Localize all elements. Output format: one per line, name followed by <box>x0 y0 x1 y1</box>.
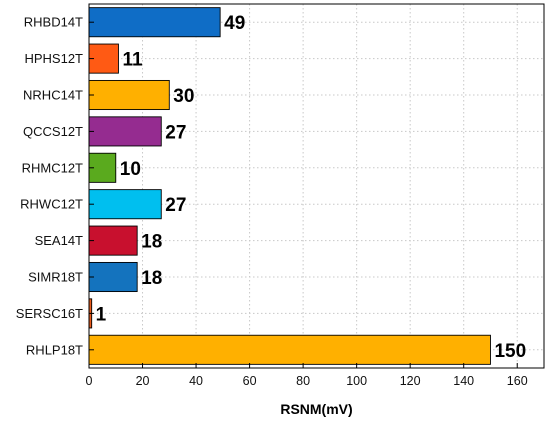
x-tick-label: 100 <box>346 374 367 388</box>
x-tick-label: 60 <box>243 374 257 388</box>
y-tick-label: SERSC16T <box>16 306 83 321</box>
x-axis-title: RSNM(mV) <box>280 401 352 417</box>
x-tick-label: 160 <box>507 374 528 388</box>
value-label: 18 <box>141 232 162 253</box>
y-tick-label: SIMR18T <box>28 270 83 285</box>
y-axis-labels: RHBD14T HPHS12T NRHC14T QCCS12T RHMC12T RHWC1… <box>16 15 94 357</box>
y-tick-label: RHWC12T <box>20 197 83 212</box>
x-tick-label: 120 <box>400 374 421 388</box>
bar-rhwc12t <box>88 189 162 220</box>
value-label: 30 <box>173 86 194 107</box>
x-tick-label: 140 <box>453 374 474 388</box>
bar-qccs12t <box>88 116 162 147</box>
bar-rhlp18t <box>88 334 491 365</box>
plot-frame <box>88 3 545 369</box>
y-tick-label: RHLP18T <box>26 342 83 357</box>
y-tick-label: RHMC12T <box>22 160 83 175</box>
x-tick-label: 20 <box>136 374 150 388</box>
value-label: 18 <box>141 268 162 289</box>
x-tick-label: 40 <box>189 374 203 388</box>
y-tick-label: QCCS12T <box>23 124 83 139</box>
value-label: 27 <box>165 195 186 216</box>
y-tick-label: RHBD14T <box>24 15 83 30</box>
value-label: 10 <box>120 159 141 180</box>
value-label: 49 <box>224 13 245 34</box>
y-tick-label: NRHC14T <box>23 88 83 103</box>
bar-simr18t <box>88 261 138 293</box>
y-tick-label: SEA14T <box>35 233 83 248</box>
grid-lines <box>89 4 544 368</box>
x-tick-label: 80 <box>296 374 310 388</box>
value-label: 27 <box>165 122 186 143</box>
value-label: 150 <box>494 341 526 362</box>
bar-sea14t <box>88 225 138 256</box>
x-tick-label: 0 <box>86 374 93 388</box>
bar-rhbd14t <box>88 7 221 38</box>
y-tick-label: HPHS12T <box>24 51 83 66</box>
bar-nrhc14t <box>88 79 170 111</box>
value-label: 1 <box>96 304 107 325</box>
value-label: 11 <box>122 50 143 71</box>
x-axis-ticks: 0 20 40 60 80 100 120 140 160 <box>86 363 528 388</box>
bars <box>88 7 491 365</box>
